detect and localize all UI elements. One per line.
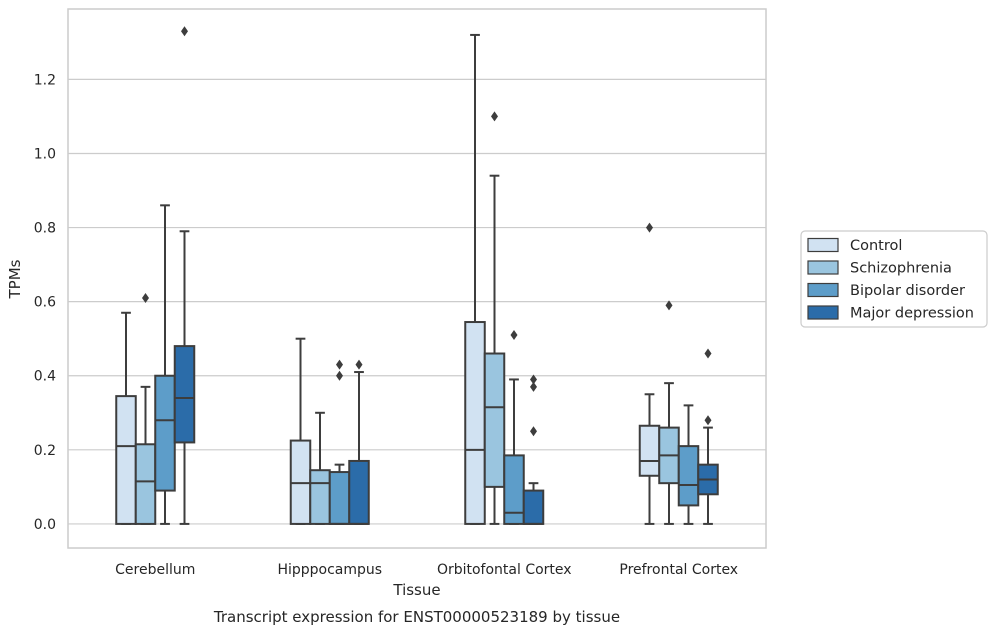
box-bipolar-disorder <box>154 204 176 525</box>
box-major-depression <box>348 359 370 525</box>
box <box>638 424 661 477</box>
outlier-point <box>704 348 712 359</box>
outlier-point <box>142 292 149 303</box>
box <box>309 469 331 525</box>
outlier-point <box>181 26 188 37</box>
legend-label: Bipolar disorder <box>850 283 965 299</box>
legend-swatch <box>807 282 839 298</box>
outlier-point <box>665 300 673 311</box>
outlier-point <box>646 222 653 233</box>
legend-frame <box>800 230 988 328</box>
box-control <box>115 311 137 525</box>
legend-swatch <box>807 260 839 275</box>
legend-label: Control <box>850 238 902 254</box>
box-major-depression <box>173 26 196 525</box>
y-tick-label: 0.6 <box>34 295 56 311</box>
x-tick-label: Orbitofontal Cortex <box>437 562 572 578</box>
outlier-point <box>530 381 537 392</box>
box-schizophrenia <box>134 292 157 525</box>
box-schizophrenia <box>309 411 331 525</box>
box <box>483 352 506 488</box>
box-bipolar-disorder <box>503 329 525 525</box>
y-axis-label: TPMs <box>6 259 24 299</box>
box <box>134 443 157 525</box>
x-axis-label: Tissue <box>392 581 440 599</box>
y-tick-label: 1.2 <box>34 72 56 88</box>
chart-title: Transcript expression for ENST0000052318… <box>213 608 620 626</box>
box <box>154 374 176 492</box>
x-tick-label: Prefrontal Cortex <box>619 562 738 578</box>
legend-label: Schizophrenia <box>850 261 952 277</box>
outlier-point <box>510 329 518 340</box>
outlier-point <box>491 111 498 122</box>
x-axis-ticks: Cerebellum Hipppocampus Orbitofontal Corte… <box>115 562 738 578</box>
box <box>677 445 700 507</box>
box-control <box>464 33 486 525</box>
box <box>522 489 545 525</box>
outlier-point <box>336 359 343 370</box>
box-major-depression <box>697 348 719 525</box>
box-schizophrenia <box>483 111 506 525</box>
y-tick-label: 1.0 <box>34 146 56 162</box>
legend-swatch <box>807 237 839 253</box>
outlier-point <box>355 359 363 370</box>
box <box>173 345 196 444</box>
y-tick-label: 0.4 <box>34 369 56 385</box>
outlier-point <box>704 415 712 426</box>
box-bipolar-disorder <box>677 404 700 525</box>
plot-frame <box>67 8 767 549</box>
box-bipolar-disorder <box>328 359 351 525</box>
y-tick-label: 0.2 <box>34 443 56 459</box>
box-major-depression <box>522 374 545 525</box>
box <box>464 321 486 525</box>
y-tick-label: 0.0 <box>34 517 56 533</box>
box <box>348 459 370 525</box>
box <box>115 395 137 525</box>
box-control <box>289 337 312 525</box>
box-control <box>638 222 661 525</box>
box <box>328 471 351 525</box>
x-tick-label: Hipppocampus <box>277 562 382 578</box>
box-schizophrenia <box>658 300 680 525</box>
outlier-point <box>530 426 537 437</box>
y-axis-ticks: 0.0 0.2 0.4 0.6 0.8 1.0 1.2 <box>34 72 56 533</box>
outlier-point <box>336 370 343 381</box>
legend-swatch <box>807 305 839 320</box>
outlier-point <box>530 374 537 385</box>
legend-label: Major depression <box>850 306 974 322</box>
legend: Control Schizophrenia Bipolar disorder Majo… <box>800 230 988 328</box>
x-tick-label: Cerebellum <box>115 562 195 578</box>
box-plot-area <box>115 26 719 525</box>
y-tick-label: 0.8 <box>34 221 56 237</box>
